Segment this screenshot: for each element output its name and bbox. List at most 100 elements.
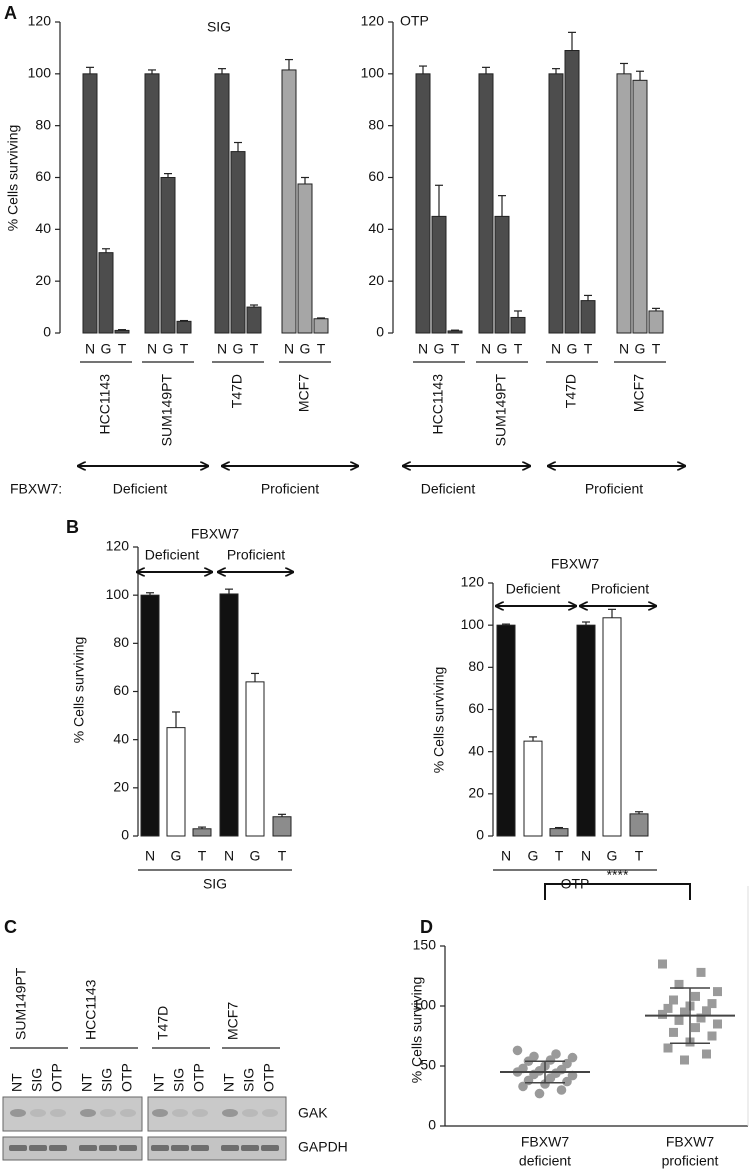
y-tick-label: 150 (413, 937, 437, 953)
bar (176, 320, 192, 334)
panel-label: D (420, 917, 433, 937)
cell-line-label: MCF7 (225, 1002, 241, 1040)
group-label: HCC1143 (430, 374, 446, 435)
cell-line-label: HCC1143 (83, 979, 99, 1040)
band (152, 1109, 168, 1117)
y-tick-label: 20 (35, 272, 51, 288)
y-tick-label: 80 (113, 634, 129, 650)
group-label: MCF7 (296, 374, 312, 412)
bar (648, 310, 664, 334)
span-label: Proficient (585, 481, 643, 497)
point (691, 1023, 700, 1033)
point (680, 1007, 689, 1017)
x-tick-label: G (171, 848, 182, 864)
bar (160, 177, 176, 334)
point (669, 995, 678, 1005)
y-tick-label: 60 (35, 168, 51, 184)
band (151, 1145, 169, 1151)
point (696, 967, 706, 977)
group-label: MCF7 (631, 374, 647, 412)
lane-label: SIG (241, 1068, 257, 1092)
y-tick-label: 0 (121, 827, 129, 843)
y-tick-label: 0 (43, 324, 51, 340)
x-tick-label: T (514, 341, 523, 357)
point (680, 1055, 689, 1065)
point (702, 1006, 711, 1016)
lane-label: OTP (191, 1063, 207, 1092)
x-axis-label: SIG (203, 876, 227, 892)
y-tick-label: 50 (420, 1057, 436, 1073)
y-axis-label: % Cells surviving (409, 977, 425, 1084)
x-tick-label: G (607, 848, 618, 864)
band (10, 1109, 26, 1117)
band (261, 1145, 279, 1151)
x-tick-label: T (198, 848, 207, 864)
bar (602, 617, 622, 837)
point (562, 1076, 572, 1087)
bar (447, 330, 463, 334)
band (49, 1145, 67, 1151)
x-tick-label: G (233, 341, 244, 357)
y-tick-label: 100 (461, 616, 485, 632)
x-tick-label: T (317, 341, 326, 357)
x-tick-label: N (501, 848, 511, 864)
y-tick-label: 20 (468, 785, 484, 801)
lane-label: NT (9, 1073, 25, 1092)
x-tick-label: G (250, 848, 261, 864)
x-tick-label: FBXW7 (666, 1134, 714, 1150)
x-tick-label: T (180, 341, 189, 357)
band (171, 1145, 189, 1151)
bar (510, 316, 526, 334)
panel-label: A (4, 3, 17, 23)
y-axis-label: % Cells surviving (431, 667, 447, 774)
point (658, 959, 667, 969)
span-label: Deficient (506, 581, 561, 597)
x-tick-label: N (284, 341, 294, 357)
span-label: Proficient (261, 481, 319, 497)
point (713, 987, 722, 997)
band (222, 1109, 238, 1117)
point (669, 1027, 678, 1037)
group-label: SUM149PT (493, 374, 509, 447)
span-label: Proficient (227, 547, 285, 563)
bar (82, 73, 98, 334)
y-tick-label: 20 (368, 272, 384, 288)
band (80, 1109, 96, 1117)
point (658, 1009, 667, 1019)
group-label: T47D (563, 374, 579, 408)
y-tick-label: 120 (106, 538, 130, 554)
y-axis-label: % Cells surviving (71, 637, 87, 744)
blot-gapdh (2, 1136, 143, 1161)
blot-gak (2, 1096, 143, 1132)
bar (144, 73, 160, 334)
x-tick-label: FBXW7 (521, 1134, 569, 1150)
x-tick-label: N (147, 341, 157, 357)
lane-label: NT (79, 1073, 95, 1092)
x-tick-label: G (163, 341, 174, 357)
group-label: T47D (229, 374, 245, 408)
group-label: SUM149PT (159, 374, 175, 447)
x-tick-label: N (619, 341, 629, 357)
x-tick-label: T (555, 848, 564, 864)
bar (297, 183, 313, 334)
bar (281, 69, 297, 334)
band (119, 1145, 137, 1151)
band (262, 1109, 278, 1117)
bar (246, 306, 262, 334)
y-tick-label: 0 (376, 324, 384, 340)
bar (580, 300, 596, 334)
y-tick-label: 120 (361, 13, 385, 29)
band (221, 1145, 239, 1151)
point (707, 1031, 717, 1041)
x-tick-label: G (635, 341, 646, 357)
panel-label: C (4, 917, 17, 937)
x-tick-label: N (551, 341, 561, 357)
point (713, 1019, 722, 1029)
bar (114, 329, 130, 334)
bar (140, 594, 160, 837)
y-tick-label: 0 (428, 1117, 436, 1133)
x-tick-label: G (300, 341, 311, 357)
chart-title: FBXW7 (191, 526, 239, 542)
x-tick-label: T (278, 848, 287, 864)
